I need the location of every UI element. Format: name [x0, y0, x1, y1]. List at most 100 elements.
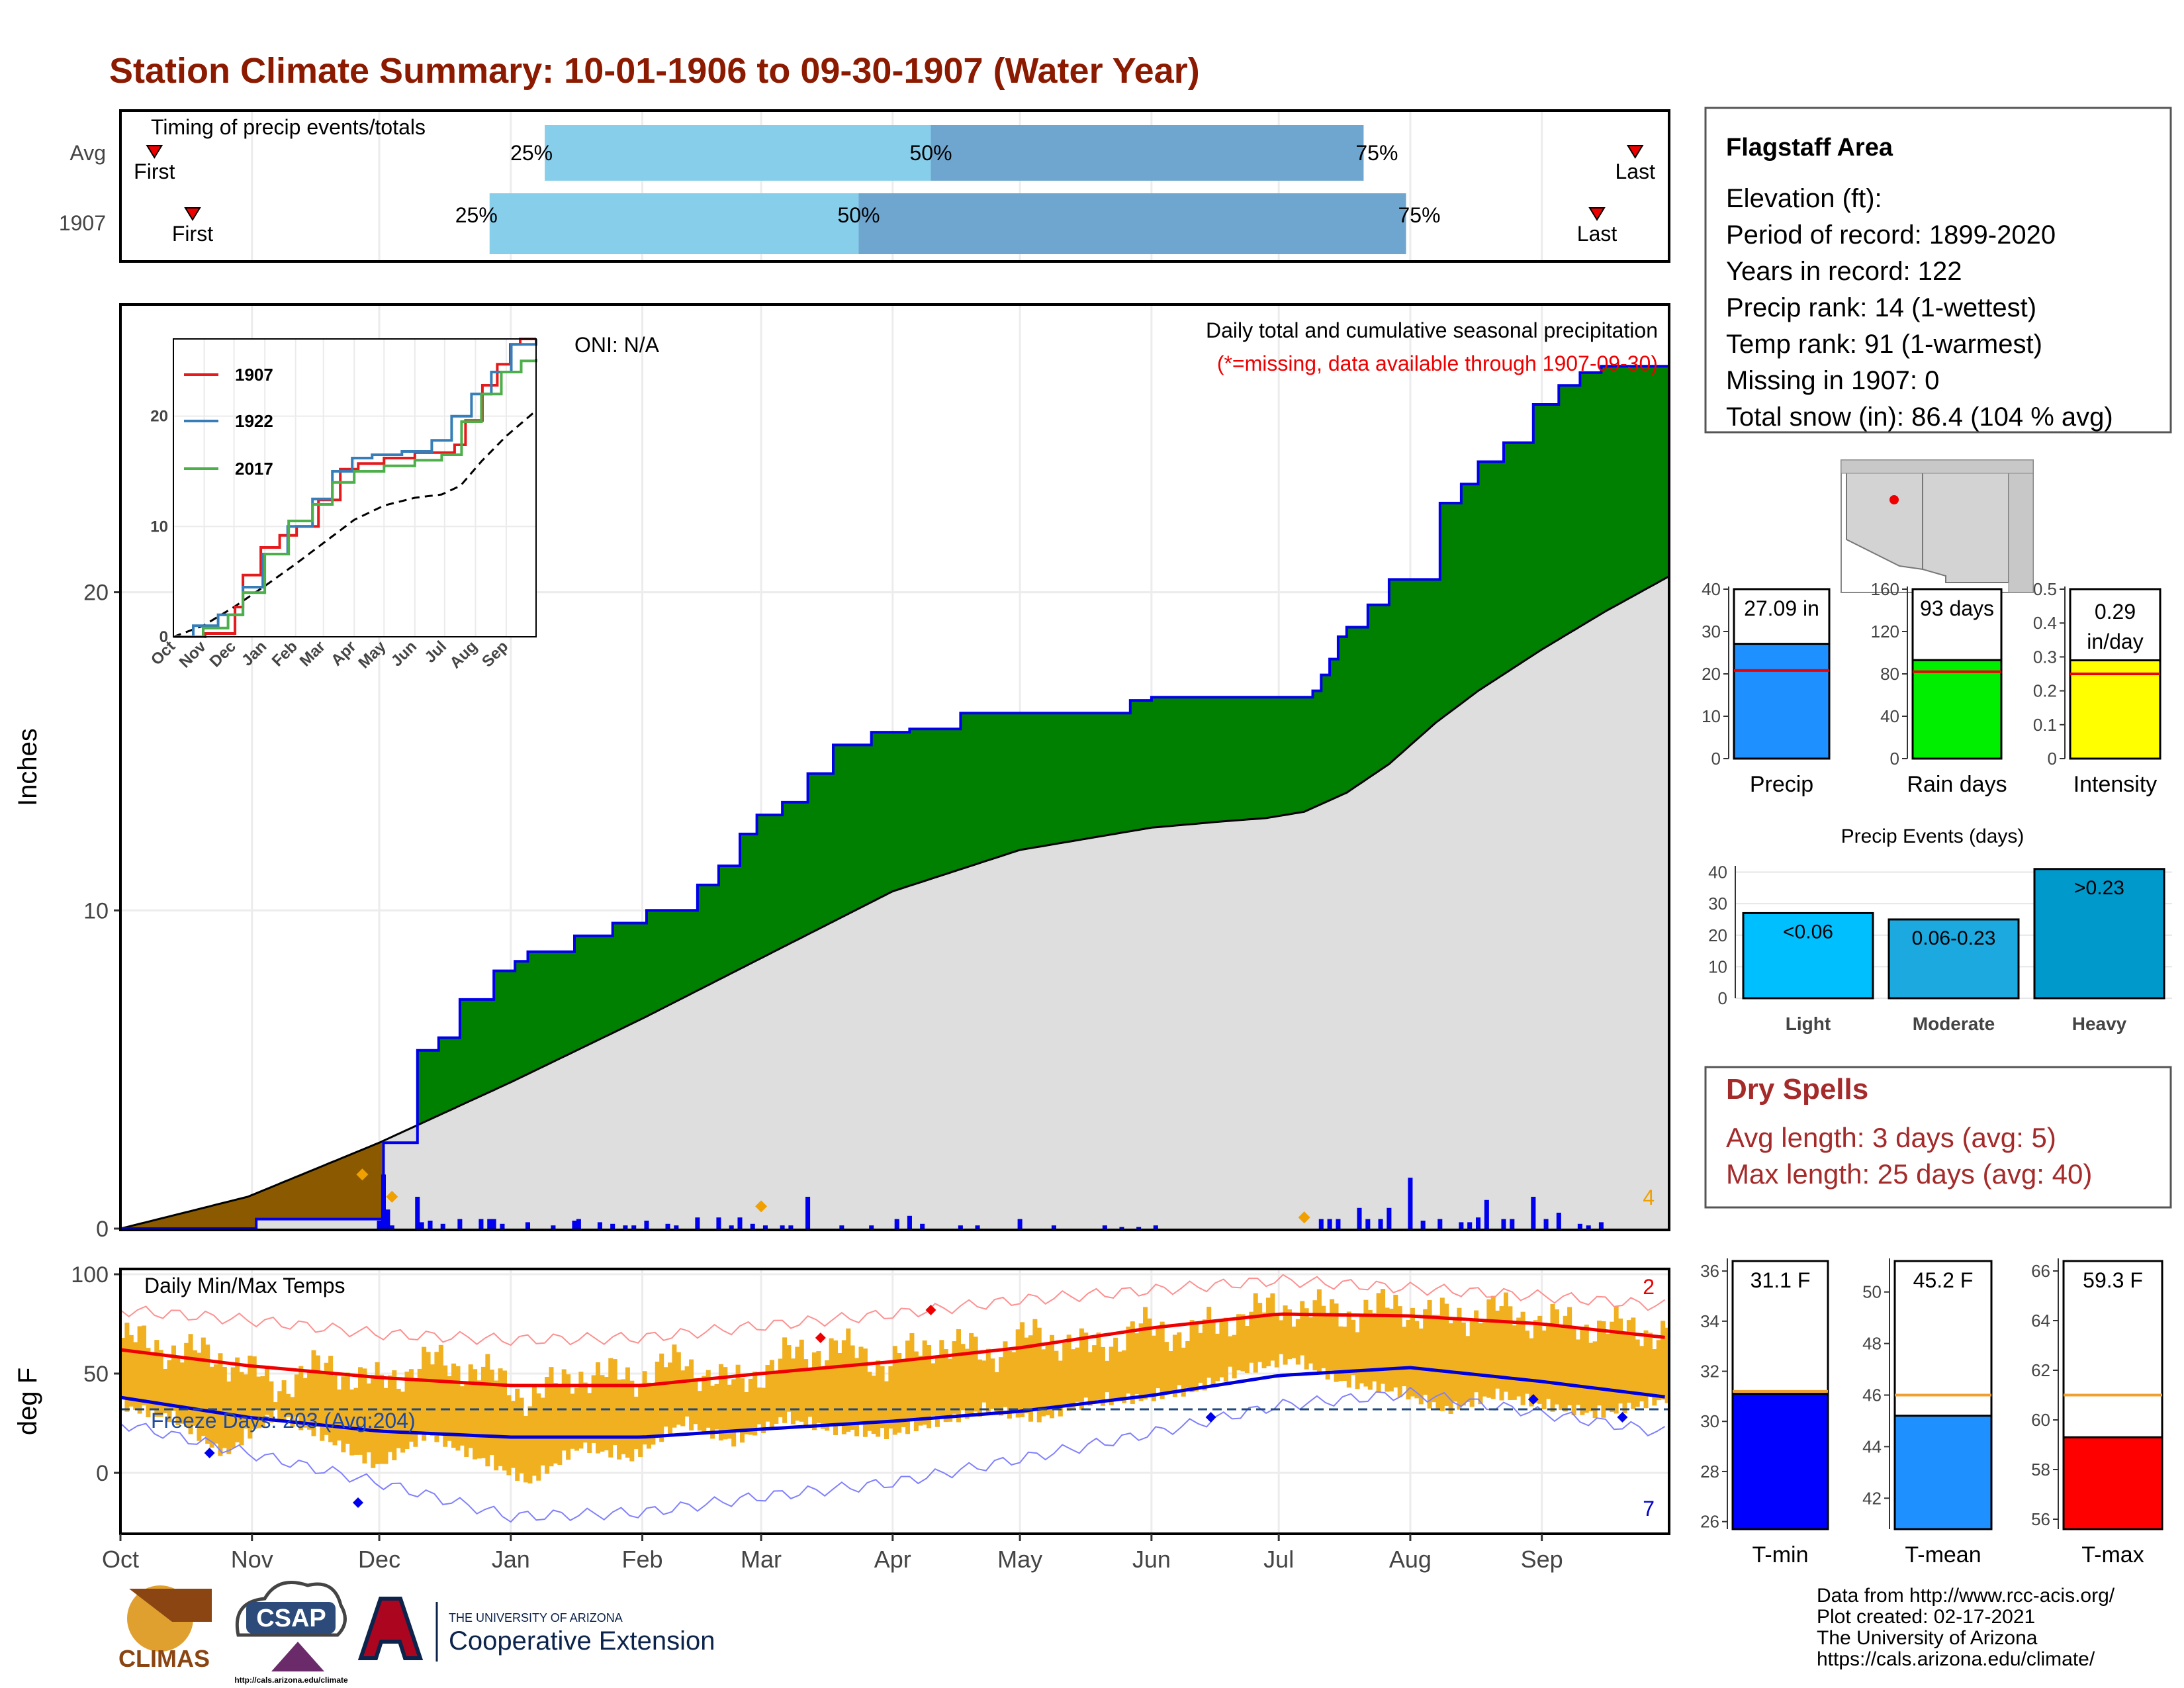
- daily-temp-range-bar: [1550, 1303, 1555, 1412]
- daily-precip-bar: [1598, 1222, 1604, 1229]
- temp-ytick-label-100: 100: [71, 1262, 109, 1288]
- mini-ytick-label: 30: [1700, 1411, 1719, 1431]
- daily-temp-range-bar: [939, 1340, 944, 1419]
- daily-precip-bar: [389, 1225, 394, 1229]
- daily-temp-range-bar: [1393, 1294, 1398, 1387]
- daily-temp-range-bar: [608, 1358, 614, 1458]
- daily-temp-range-bar: [417, 1368, 422, 1432]
- daily-temp-range-bar: [527, 1406, 533, 1483]
- last-event-marker-avg: [1626, 145, 1644, 159]
- daily-temp-range-bar: [434, 1352, 439, 1442]
- daily-precip-bar: [805, 1196, 811, 1229]
- daily-temp-range-bar: [1427, 1299, 1432, 1409]
- mini-bar-value-label: 93 days: [1920, 596, 1994, 620]
- daily-temp-range-bar: [596, 1362, 601, 1454]
- precip-chart-subtitle: (*=missing, data available through 1907-…: [1217, 352, 1658, 375]
- dry-spells-box: Dry Spells Avg length: 3 days (avg: 5) M…: [1704, 1066, 2172, 1209]
- daily-temp-range-bar: [905, 1340, 911, 1434]
- daily-temp-range-bar: [269, 1381, 274, 1423]
- timing-panel: Timing of precip events/totals Avg 1907 …: [59, 109, 1670, 263]
- daily-temp-range-bar: [1482, 1322, 1487, 1397]
- inset-series-2017: [173, 359, 537, 638]
- daily-temp-range-bar: [345, 1372, 350, 1444]
- daily-temp-range-bar: [1605, 1333, 1610, 1411]
- precip-ytick-label-0: 0: [96, 1217, 109, 1242]
- daily-temp-range-bar: [1151, 1335, 1156, 1401]
- daily-temp-range-bar: [422, 1346, 427, 1441]
- mini-ytick-label: 48: [1862, 1334, 1882, 1354]
- daily-temp-range-bar: [328, 1356, 334, 1442]
- events-category-label-heavy: Heavy: [2072, 1013, 2127, 1034]
- daily-precip-bar: [1153, 1225, 1158, 1229]
- daily-temp-range-bar: [201, 1337, 206, 1436]
- daily-temp-range-bar: [816, 1351, 821, 1423]
- daily-temp-range-bar: [1003, 1341, 1008, 1407]
- mini-bar-category-label: Rain days: [1907, 772, 2007, 797]
- daily-temp-range-bar: [1351, 1319, 1356, 1376]
- daily-precip-bar: [1420, 1220, 1426, 1229]
- university-of-arizona-logo: THE UNIVERSITY OF ARIZONA Cooperative Ex…: [357, 1597, 715, 1662]
- daily-temp-range-bar: [1656, 1340, 1661, 1401]
- daily-temp-range-bar: [1232, 1335, 1237, 1379]
- events-ytick-label: 20: [1708, 925, 1727, 945]
- daily-temp-range-bar: [684, 1366, 690, 1417]
- daily-temp-range-bar: [1270, 1293, 1275, 1361]
- daily-temp-range-bar: [260, 1376, 265, 1428]
- daily-temp-range-bar: [702, 1376, 707, 1433]
- daily-precip-bar: [1510, 1219, 1515, 1229]
- daily-temp-range-bar: [1388, 1309, 1394, 1391]
- daily-precip-bar: [610, 1223, 615, 1229]
- daily-temp-range-bar: [1206, 1307, 1212, 1378]
- precip-ytick-label-10: 10: [83, 898, 109, 923]
- daily-temp-range-bar: [133, 1342, 138, 1410]
- mini-ytick-label: 160: [1871, 579, 1899, 599]
- daily-temp-range-bar: [740, 1378, 745, 1443]
- daily-temp-range-bar: [676, 1352, 681, 1425]
- mini-ytick-label: 0: [1711, 749, 1721, 769]
- daily-temp-range-bar: [748, 1378, 753, 1435]
- daily-temp-range-bar: [1058, 1360, 1063, 1417]
- daily-temp-range-bar: [222, 1366, 227, 1448]
- ua-logo-big: Cooperative Extension: [449, 1626, 715, 1656]
- daily-temp-range-bar: [477, 1380, 482, 1459]
- daily-temp-range-bar: [846, 1328, 851, 1432]
- daily-temp-range-bar: [625, 1367, 630, 1458]
- map-new-mexico: [1922, 463, 2009, 583]
- timing-frame: [119, 109, 1670, 263]
- inset-legend: 1907 1922 2017: [184, 365, 273, 479]
- daily-temp-range-bar: [1363, 1299, 1369, 1387]
- daily-temp-range-bar: [1647, 1333, 1653, 1395]
- daily-temp-range-bar: [659, 1353, 664, 1442]
- daily-temp-range-bar: [451, 1363, 457, 1448]
- events-ytick-label: 30: [1708, 894, 1727, 914]
- daily-temp-range-bar: [858, 1346, 864, 1424]
- mini-bar-value-label: 59.3 F: [2083, 1268, 2143, 1292]
- mini-ytick-label: 64: [2031, 1311, 2050, 1331]
- mini-bar-value: [2069, 659, 2161, 760]
- mini-ytick-label: 20: [1702, 664, 1721, 684]
- daily-temp-range-bar: [1334, 1303, 1339, 1382]
- daily-precip-bar: [716, 1217, 721, 1229]
- daily-temp-range-bar: [1304, 1308, 1309, 1370]
- daily-temp-range-bar: [1215, 1333, 1220, 1382]
- daily-precip-bar: [415, 1196, 420, 1229]
- daily-temp-range-bar: [897, 1352, 902, 1433]
- daily-temp-range-bar: [480, 1366, 486, 1458]
- daily-temp-range-bar: [1032, 1319, 1038, 1411]
- daily-temp-range-bar: [1172, 1335, 1177, 1397]
- daily-temp-range-bar: [1202, 1319, 1207, 1391]
- daily-temp-range-bar: [960, 1344, 966, 1411]
- inset-ytick-label: 0: [159, 628, 168, 646]
- daily-temp-range-bar: [251, 1356, 257, 1429]
- daily-temp-range-bar: [400, 1391, 406, 1453]
- daily-temp-range-bar: [922, 1340, 927, 1425]
- daily-temp-range-bar: [871, 1376, 876, 1434]
- daily-precip-bar: [665, 1223, 670, 1229]
- daily-precip-bar: [428, 1220, 433, 1229]
- month-label-mar: Mar: [741, 1546, 782, 1573]
- daily-temp-range-bar: [994, 1372, 999, 1413]
- daily-precip-bar: [1327, 1219, 1332, 1229]
- precip-chart-title: Daily total and cumulative seasonal prec…: [1206, 318, 1658, 342]
- daily-temp-range-bar: [799, 1339, 804, 1422]
- daily-temp-range-bar: [163, 1368, 168, 1413]
